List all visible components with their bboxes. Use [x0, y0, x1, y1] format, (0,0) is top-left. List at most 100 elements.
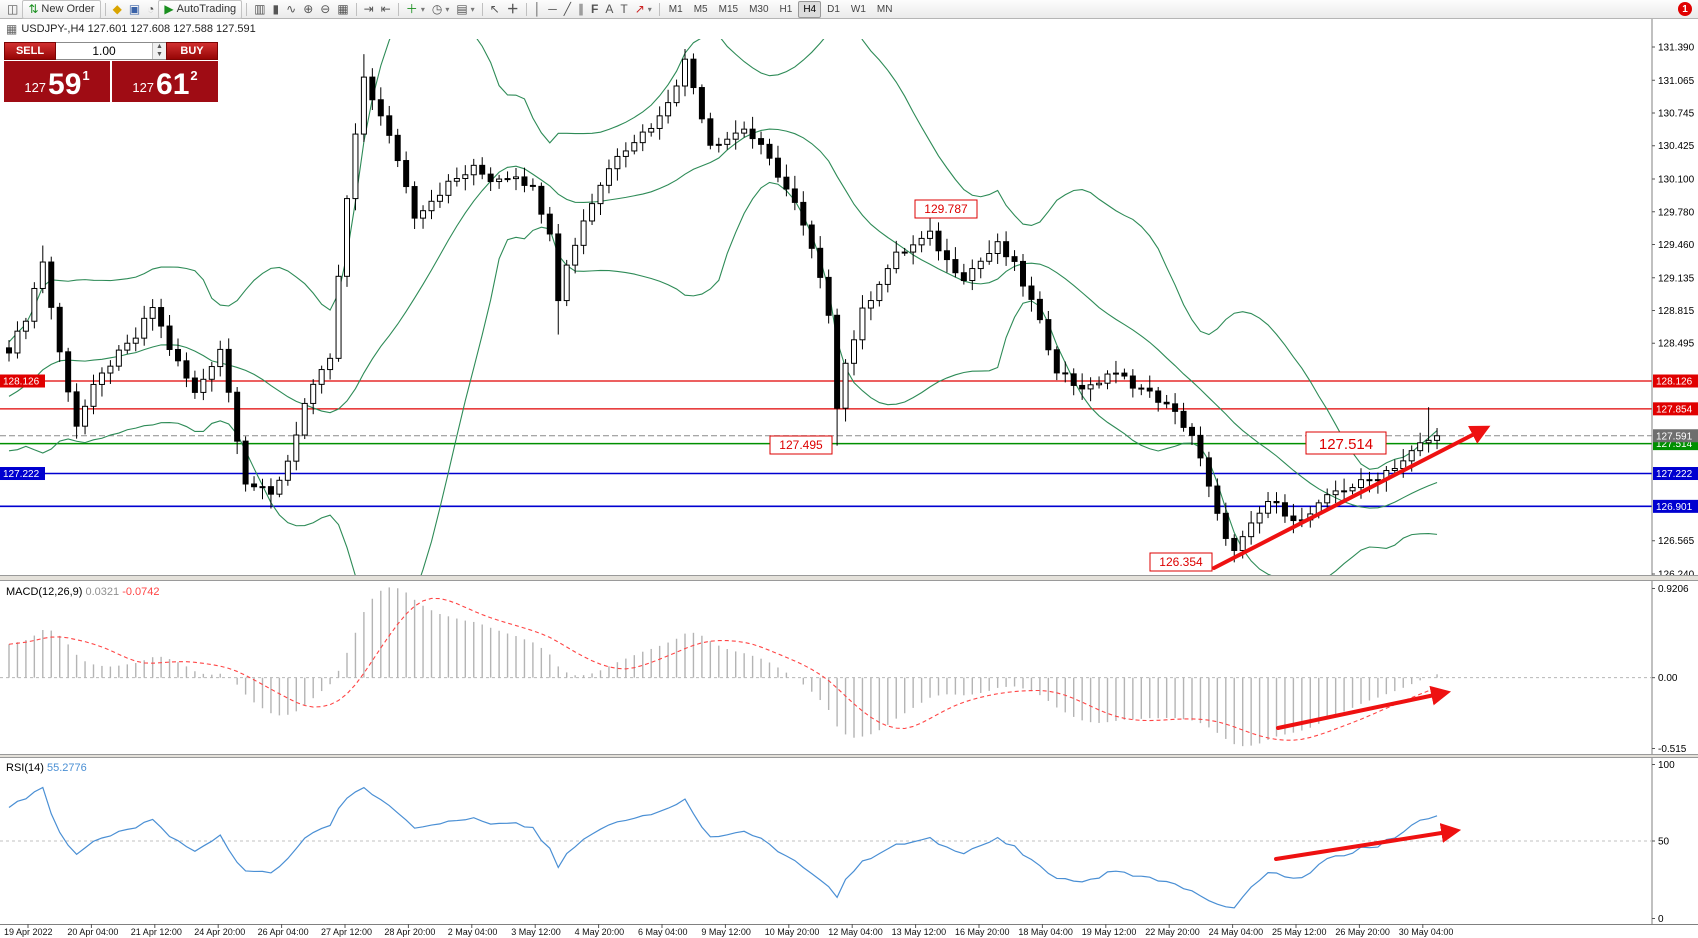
svg-text:126.901: 126.901 — [1656, 502, 1693, 513]
horizontal-line-tool-icon[interactable]: ─ — [548, 2, 557, 16]
time-axis-label: 18 May 04:00 — [1018, 927, 1073, 937]
volume-decrease-button[interactable]: ▼ — [153, 51, 166, 59]
timeframe-mn-button[interactable]: MN — [876, 3, 893, 15]
trend-arrow[interactable] — [1276, 685, 1452, 730]
volume-input[interactable] — [56, 43, 152, 59]
timeframe-m15-button[interactable]: M15 — [718, 3, 739, 15]
annotation-price-label[interactable]: 127.514 — [1305, 431, 1387, 455]
vertical-line-tool-icon[interactable]: │ — [533, 2, 542, 16]
svg-text:127.222: 127.222 — [1656, 469, 1693, 480]
auto-scroll-icon[interactable]: ⇥ — [363, 2, 374, 16]
svg-text:128.126: 128.126 — [1656, 377, 1693, 388]
bar-chart-type-icon[interactable]: ▥ — [254, 2, 266, 16]
trend-arrow[interactable] — [1274, 823, 1462, 861]
panel-splitter[interactable] — [0, 575, 1698, 581]
main-price-panel — [0, 39, 1652, 576]
sell-price-sup: 1 — [82, 68, 90, 83]
timeframe-h1-button[interactable]: H1 — [779, 3, 793, 15]
timeframe-m5-button[interactable]: M5 — [693, 3, 708, 15]
label-tool-icon[interactable]: T — [620, 2, 628, 16]
toolbar-separator — [658, 2, 660, 16]
chevron-down-icon: ▾ — [647, 4, 652, 14]
annotation-price-label[interactable]: 127.495 — [769, 435, 833, 455]
panel-splitter[interactable] — [0, 754, 1698, 758]
toolbar-separator — [481, 2, 483, 16]
time-axis-label: 12 May 04:00 — [828, 927, 883, 937]
candles — [6, 49, 1441, 563]
volume-increase-button[interactable]: ▲ — [153, 43, 166, 51]
buy-price-big: 61 — [156, 68, 190, 101]
toolbar-separator — [525, 2, 527, 16]
chevron-down-icon: ▾ — [445, 4, 450, 14]
text-tool-icon[interactable]: A — [605, 2, 614, 16]
timeframe-d1-button[interactable]: D1 — [827, 3, 840, 15]
sell-button[interactable]: SELL — [4, 42, 56, 60]
time-axis-label: 30 May 04:00 — [1399, 927, 1454, 937]
annotation-price-label[interactable]: 129.787 — [914, 199, 978, 219]
time-axis-label: 26 Apr 04:00 — [258, 927, 309, 937]
autotrading-button[interactable]: ▶ AutoTrading — [158, 0, 243, 19]
svg-text:127.514: 127.514 — [1656, 439, 1693, 450]
channel-tool-icon[interactable]: ∥ — [578, 2, 585, 16]
svg-text:127.222: 127.222 — [3, 469, 40, 480]
time-axis-label: 24 Apr 20:00 — [194, 927, 245, 937]
new-order-button[interactable]: ⇅ New Order — [22, 0, 101, 19]
expert-advisors-icon[interactable]: ▣ — [128, 2, 141, 16]
fibonacci-tool-icon[interactable]: F — [591, 2, 599, 16]
rsi-scale-label: 50 — [1658, 837, 1670, 848]
zoom-out-icon[interactable]: ⊖ — [320, 2, 331, 16]
arrows-tool-button[interactable]: ↗ ▾ — [634, 2, 652, 16]
zoom-in-icon[interactable]: ⊕ — [303, 2, 314, 16]
chart-shift-icon[interactable]: ⇤ — [380, 2, 391, 16]
price-tick-label: 129.135 — [1658, 273, 1695, 284]
tile-windows-icon[interactable]: ▦ — [337, 2, 349, 16]
strategy-tester-icon[interactable]: ◔ — [147, 2, 155, 16]
timeframe-w1-button[interactable]: W1 — [850, 3, 866, 15]
macd-scale-label: 0.9206 — [1658, 584, 1689, 595]
timeframe-m1-button[interactable]: M1 — [668, 3, 683, 15]
trendline-tool-icon[interactable]: ╱ — [563, 2, 572, 16]
price-tick-label: 131.065 — [1658, 76, 1695, 87]
line-chart-type-icon[interactable]: ∿ — [286, 2, 297, 16]
svg-text:127.514: 127.514 — [1319, 436, 1373, 453]
periods-button[interactable]: ◷ ▾ — [431, 2, 450, 16]
buy-price-sup: 2 — [190, 68, 198, 83]
symbol-ohlc-text: USDJPY-,H4 127.601 127.608 127.588 127.5… — [21, 23, 256, 35]
price-tag-left — [0, 467, 45, 481]
sell-price-big: 59 — [48, 68, 82, 101]
symbol-info: ▦ USDJPY-,H4 127.601 127.608 127.588 127… — [6, 23, 256, 35]
crosshair-icon[interactable]: ＋ — [506, 2, 519, 16]
time-axis-label: 28 Apr 20:00 — [384, 927, 435, 937]
toolbar-separator — [104, 2, 106, 16]
sell-price-panel[interactable]: 127 59 1 — [4, 61, 110, 102]
time-axis-label: 24 May 04:00 — [1209, 927, 1264, 937]
timeframe-m30-button[interactable]: M30 — [749, 3, 769, 15]
cursor-icon[interactable]: ↖ — [489, 2, 500, 16]
buy-button[interactable]: BUY — [166, 42, 218, 60]
one-click-trading-panel: SELL ▲ ▼ BUY 127 59 1 127 61 2 — [4, 42, 218, 102]
candlestick-chart-type-icon[interactable]: ▮ — [272, 2, 280, 16]
time-axis-label: 22 May 20:00 — [1145, 927, 1200, 937]
trend-arrow[interactable] — [1212, 425, 1491, 570]
new-chart-icon[interactable]: ◫ — [7, 2, 19, 16]
svg-text:129.787: 129.787 — [924, 202, 968, 216]
svg-text:127.591: 127.591 — [1656, 431, 1693, 442]
macd-signal-line — [8, 597, 1438, 741]
price-tick-label: 130.100 — [1658, 175, 1695, 186]
chart-canvas[interactable]: 131.390 131.065 130.745 130.425 130.100 129.7… — [0, 19, 1698, 938]
buy-price-panel[interactable]: 127 61 2 — [112, 61, 218, 102]
buy-price-small: 127 — [132, 80, 155, 95]
annotation-price-label[interactable]: 126.354 — [1149, 552, 1213, 572]
indicators-button[interactable]: ＋ ▾ — [405, 2, 425, 16]
macd-scale-label: -0.515 — [1658, 744, 1687, 755]
timeframe-h4-button[interactable]: H4 — [798, 0, 822, 18]
chart-icon: ▦ — [6, 22, 18, 36]
autotrading-play-icon: ▶ — [164, 2, 174, 16]
templates-button[interactable]: ▤ ▾ — [456, 2, 475, 16]
bollinger-upper-band — [8, 39, 1438, 470]
time-axis-label: 3 May 12:00 — [511, 927, 561, 937]
autotrading-label: AutoTrading — [176, 3, 237, 15]
notification-badge[interactable]: 1 — [1678, 2, 1692, 16]
metaeditor-icon[interactable]: ◆ — [112, 2, 122, 16]
